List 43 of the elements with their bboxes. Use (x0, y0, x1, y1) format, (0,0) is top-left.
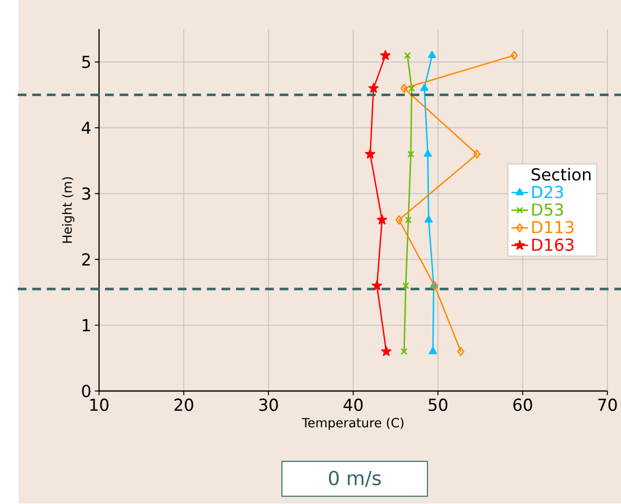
point (408, 85, 416, 92)
x-tick-label: 30 (259, 398, 278, 412)
legend-label: D23 (532, 186, 563, 198)
y-tick-label: 1 (82, 319, 90, 332)
y-tick-label: 3 (82, 188, 90, 200)
point (424, 216, 433, 223)
point (400, 348, 408, 356)
point (372, 280, 382, 290)
legend-label: D113 (532, 221, 574, 234)
point (428, 51, 436, 58)
x-tick-label: 40 (344, 398, 363, 412)
x-tick-label: 10 (90, 398, 108, 412)
x-tick-label: 50 (428, 398, 448, 412)
point (381, 346, 392, 356)
text: 0 m/s (328, 470, 381, 488)
x-axis-title: Temperature (C) (302, 418, 404, 430)
point (400, 84, 408, 94)
legend-label: D53 (532, 204, 563, 216)
y-axis-title: Height (m) (62, 177, 74, 243)
legend-label: D163 (532, 238, 574, 252)
point (473, 150, 481, 159)
point (510, 51, 518, 60)
x-tick-label: 20 (174, 398, 194, 412)
y-tick-label: 5 (82, 56, 90, 68)
point (404, 216, 412, 224)
point (407, 150, 414, 158)
y-tick-label: 2 (82, 254, 90, 266)
point (368, 83, 379, 94)
point (365, 149, 376, 159)
y-tick-label: 4 (82, 122, 91, 134)
point (404, 52, 411, 60)
point (376, 214, 388, 225)
x-tick-label: 60 (513, 398, 532, 412)
point (380, 50, 391, 60)
point (420, 84, 428, 92)
x-tick-label: 70 (598, 398, 617, 412)
point (428, 347, 437, 354)
point (402, 282, 410, 290)
point (424, 150, 432, 157)
y-tick-label: 0 (82, 384, 90, 398)
legend-title: Section (532, 168, 591, 181)
point (457, 347, 464, 356)
point (395, 216, 403, 225)
